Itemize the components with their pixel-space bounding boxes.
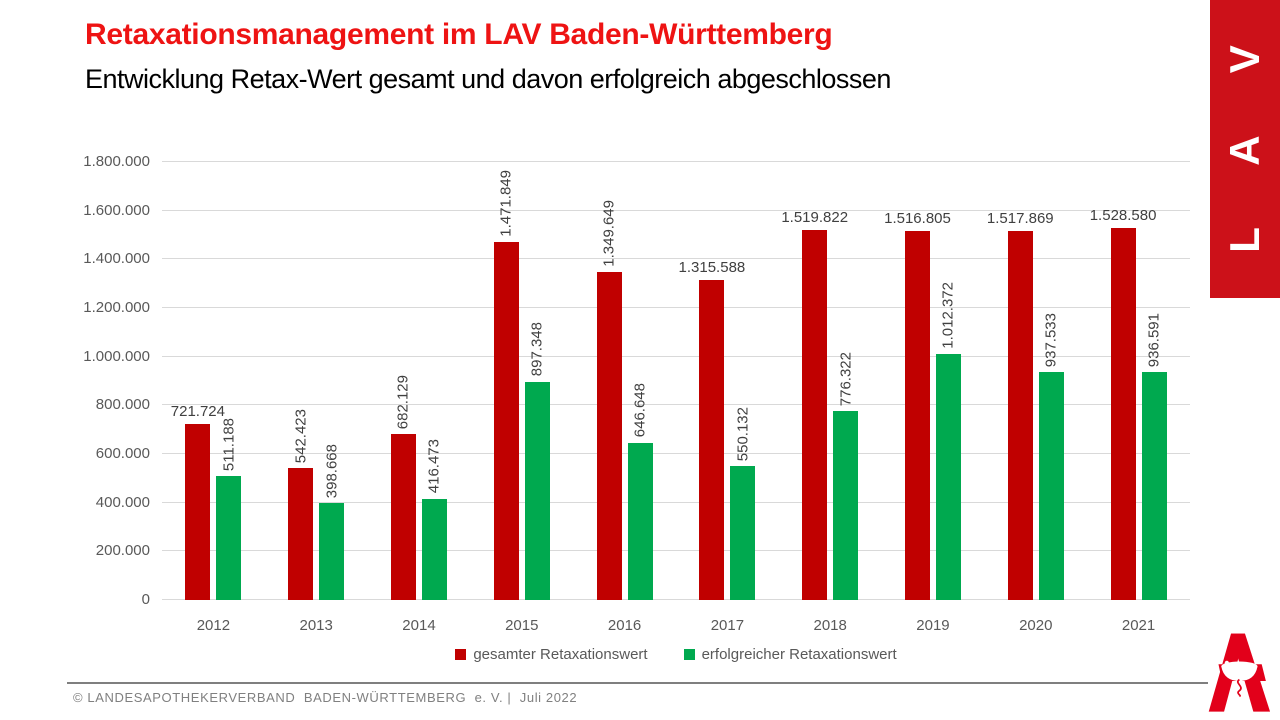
bar-2020-erfolgreich: 937.533: [1038, 313, 1064, 600]
bar-value-label: 682.129: [394, 374, 412, 429]
bar-2019-gesamt: 1.516.805: [884, 211, 951, 600]
bar-2018-gesamt: 1.519.822: [781, 210, 848, 600]
x-axis-label-2013: 2013: [299, 617, 333, 634]
bar-2013-gesamt: 542.423: [288, 409, 314, 600]
y-tick-label: 1.000.000: [83, 347, 150, 365]
bar-value-label: 897.348: [528, 322, 546, 377]
y-tick-label: 1.400.000: [83, 250, 150, 268]
bar-value-label: 1.528.580: [1089, 207, 1157, 224]
bowl-of-hygieia-icon: [1221, 660, 1258, 701]
bar-group-2019: 1.516.805 1.012.372: [882, 162, 985, 600]
x-axis-label-2015: 2015: [505, 617, 539, 634]
bar-value-label: 936.591: [1145, 312, 1163, 368]
bar-2016-gesamt: 1.349.649: [596, 200, 622, 600]
legend: gesamter Retaxationswert erfolgreicher Re…: [162, 646, 1190, 663]
bar-value-label: 1.517.869: [986, 209, 1054, 227]
bar-value-label: 1.349.649: [600, 199, 618, 267]
apotheke-logo: [1208, 633, 1271, 712]
bar-group-2015: 1.471.849 897.348: [470, 162, 573, 600]
bar-group-2018: 1.519.822 776.322: [779, 162, 882, 600]
x-axis-label-2020: 2020: [1019, 617, 1053, 634]
bar-value-label: 550.132: [734, 406, 752, 462]
bar-value-label: 776.322: [837, 351, 855, 407]
bar-2012-erfolgreich: 511.188: [216, 418, 242, 600]
x-axis-label-2019: 2019: [916, 617, 950, 634]
bar-2020-gesamt: 1.517.869: [987, 211, 1054, 600]
x-axis-label-2014: 2014: [402, 617, 436, 634]
bar-2017-erfolgreich: 550.132: [730, 407, 756, 600]
bar-value-label: 721.724: [170, 403, 226, 421]
y-tick-label: 800.000: [95, 396, 150, 414]
bar-2014-gesamt: 682.129: [390, 375, 416, 600]
y-tick-label: 1.600.000: [83, 201, 150, 219]
gridline: [162, 355, 1190, 357]
x-axis-label-2021: 2021: [1121, 617, 1156, 634]
page-title: Retaxationsmanagement im LAV Baden-Württ…: [85, 18, 833, 51]
plot-area: 721.724 511.188 542.423 398.668 682.129 416.4…: [162, 161, 1190, 600]
bar-2021-gesamt: 1.528.580: [1090, 208, 1156, 600]
y-tick-label: 200.000: [95, 542, 150, 560]
bar-group-2012: 721.724 511.188: [162, 162, 265, 600]
legend-swatch: [683, 649, 695, 660]
legend-swatch: [455, 649, 467, 660]
x-axis-label-2018: 2018: [813, 617, 847, 634]
bar-2012-gesamt: 721.724: [171, 404, 225, 600]
x-axis-label-2012: 2012: [196, 617, 231, 634]
gridline: [162, 209, 1190, 211]
legend-item: erfolgreicher Retaxationswert: [683, 646, 897, 663]
bar-2013-erfolgreich: 398.668: [319, 444, 345, 600]
x-axis-label-2016: 2016: [607, 617, 642, 634]
y-tick-label: 1.200.000: [83, 299, 150, 316]
bar-2014-erfolgreich: 416.473: [421, 439, 447, 600]
bar-2015-gesamt: 1.471.849: [493, 170, 519, 600]
lav-banner: L A V: [1210, 0, 1280, 298]
y-tick-label: 1.800.000: [83, 153, 150, 170]
bar-2019-erfolgreich: 1.012.372: [935, 282, 961, 600]
bar-group-2020: 1.517.869 937.533: [984, 162, 1087, 600]
bar-group-2014: 682.129 416.473: [368, 162, 471, 600]
legend-label: erfolgreicher Retaxationswert: [701, 646, 897, 663]
gridline: [162, 550, 1190, 552]
gridline: [162, 404, 1190, 406]
gridline: [162, 599, 1190, 600]
y-tick-label: 0: [141, 591, 150, 608]
bar-value-label: 1.519.822: [781, 209, 849, 227]
bar-value-label: 1.471.849: [497, 170, 515, 237]
bar-2021-erfolgreich: 936.591: [1141, 313, 1167, 600]
bar-value-label: 1.012.372: [939, 281, 957, 349]
bar-value-label: 646.648: [631, 383, 649, 438]
gridline: [162, 453, 1190, 454]
footer-divider: [67, 682, 1208, 684]
bar-value-label: 1.315.588: [678, 258, 746, 276]
gridline: [162, 501, 1190, 503]
bar-group-2017: 1.315.588 550.132: [676, 162, 779, 600]
bar-2015-erfolgreich: 897.348: [524, 322, 550, 600]
x-axis-label-2017: 2017: [710, 617, 745, 634]
bar-value-label: 1.516.805: [884, 209, 951, 227]
bar-value-label: 937.533: [1042, 312, 1060, 367]
gridline: [162, 161, 1190, 162]
bar-value-label: 398.668: [323, 443, 341, 498]
gridline: [162, 307, 1190, 308]
bar-group-2021: 1.528.580 936.591: [1087, 162, 1190, 600]
y-axis: 1.800.000 1.600.000 1.400.000 1.200.000 1.00…: [0, 153, 150, 608]
bar-2017-gesamt: 1.315.588: [679, 260, 745, 600]
bar-group-2016: 1.349.649 646.648: [573, 162, 676, 600]
y-tick-label: 600.000: [95, 445, 150, 462]
bar-group-2013: 542.423 398.668: [265, 162, 368, 600]
bar-value-label: 416.473: [425, 439, 443, 494]
bar-value-label: 542.423: [292, 408, 310, 463]
bar-value-label: 511.188: [220, 417, 238, 471]
footer-text: © LANDESAPOTHEKERVERBAND BADEN-WÜRTTEMBE…: [73, 690, 578, 705]
legend-label: gesamter Retaxationswert: [473, 646, 648, 663]
legend-item: gesamter Retaxationswert: [455, 646, 648, 663]
bar-2016-erfolgreich: 646.648: [627, 383, 653, 600]
bar-2018-erfolgreich: 776.322: [833, 352, 859, 600]
gridline: [162, 258, 1190, 260]
y-tick-label: 400.000: [95, 493, 150, 511]
x-axis: 2012 2013 2014 2015 2016 2017 2018 2019 2020 2021: [162, 617, 1190, 634]
page-subtitle: Entwicklung Retax-Wert gesamt und davon …: [85, 64, 891, 94]
